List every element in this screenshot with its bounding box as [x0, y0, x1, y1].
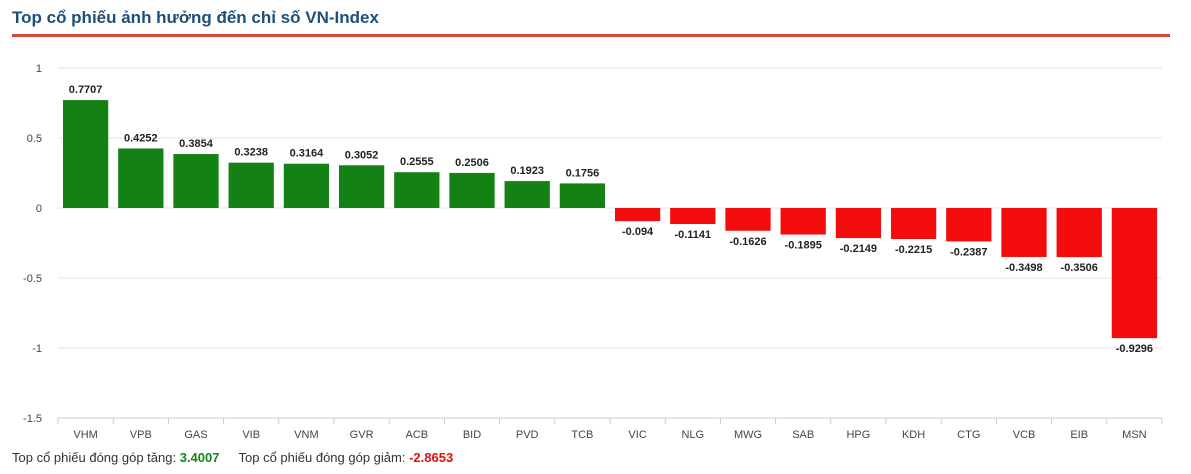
bar-vib	[228, 162, 274, 208]
data-label: -0.2149	[840, 243, 877, 255]
footer-up-label: Top cổ phiếu đóng góp tăng:	[12, 450, 177, 465]
footer-up-value: 3.4007	[179, 450, 220, 465]
x-tick-label: PVD	[516, 429, 539, 441]
bar-eib	[1056, 208, 1102, 258]
x-tick-label: VCB	[1013, 429, 1036, 441]
bar-acb	[394, 172, 440, 208]
bar-pvd	[504, 181, 550, 208]
data-label: -0.3506	[1061, 262, 1098, 274]
data-label: -0.094	[622, 226, 654, 238]
y-tick-label: -1	[32, 343, 42, 355]
chart-title: Top cổ phiếu ảnh hưởng đến chỉ số VN-Ind…	[12, 8, 379, 27]
data-label: 0.1923	[510, 165, 544, 177]
data-label: 0.1756	[566, 167, 600, 179]
bar-vcb	[1001, 208, 1047, 257]
x-tick-label: BID	[463, 429, 481, 441]
bar-chart: 1 0.5 0 -0.5 -1 -1.5 0.7707 VHM 0.4252 VPB 0.3854 G…	[23, 63, 1163, 441]
data-label: 0.3238	[234, 147, 268, 159]
data-label: 0.4252	[124, 132, 158, 144]
x-tick-label: NLG	[681, 429, 704, 441]
x-tick-label: VNM	[294, 429, 318, 441]
y-tick-label: 0	[36, 203, 42, 215]
data-label: -0.2387	[950, 246, 987, 258]
data-label: 0.3052	[345, 149, 379, 161]
bar-gas	[173, 154, 219, 208]
bar-tcb	[559, 183, 606, 208]
data-label: -0.3498	[1005, 262, 1042, 274]
x-tick-label: KDH	[902, 429, 925, 441]
data-label: 0.7707	[69, 84, 103, 96]
x-tick-label: SAB	[792, 429, 814, 441]
x-tick-label: GAS	[184, 429, 207, 441]
bar-sab	[780, 208, 826, 235]
bar-mwg	[725, 208, 771, 231]
data-label: 0.2506	[455, 157, 489, 169]
bar-bid	[449, 172, 495, 208]
y-tick-label: -1.5	[23, 413, 42, 425]
bar-vhm	[62, 100, 109, 208]
bar-kdh	[890, 208, 937, 240]
data-label: -0.2215	[895, 244, 932, 256]
x-tick-label: VHM	[73, 429, 97, 441]
bar-gvr	[338, 165, 385, 208]
footer-down-value: -2.8653	[409, 450, 454, 465]
bar-vic	[614, 208, 661, 222]
x-tick-label: TCB	[571, 429, 593, 441]
y-tick-label: 0.5	[27, 133, 42, 145]
data-label: 0.2555	[400, 156, 434, 168]
x-tick-label: HPG	[846, 429, 870, 441]
x-tick-label: VPB	[130, 429, 152, 441]
data-label: -0.1895	[785, 240, 822, 252]
x-tick-label: VIB	[242, 429, 260, 441]
x-tick-label: EIB	[1070, 429, 1088, 441]
bar-nlg	[670, 208, 716, 224]
y-tick-label: -0.5	[23, 273, 42, 285]
footer-down-label: Top cổ phiếu đóng góp giảm:	[238, 450, 406, 465]
x-tick-label: VIC	[628, 429, 646, 441]
title-underline	[12, 34, 1170, 37]
x-tick-label: MWG	[734, 429, 762, 441]
x-tick-label: GVR	[350, 429, 374, 441]
data-label: -0.9296	[1116, 343, 1153, 355]
y-tick-label: 1	[36, 63, 42, 75]
bar-vpb	[118, 148, 164, 208]
data-label: 0.3854	[179, 138, 214, 150]
data-label: -0.1626	[729, 236, 766, 248]
footer-summary: Top cổ phiếu đóng góp tăng: 3.4007 Top c…	[12, 450, 453, 465]
bar-hpg	[835, 208, 882, 239]
chart-area: 1 0.5 0 -0.5 -1 -1.5 0.7707 VHM 0.4252 VPB 0.3854 G…	[0, 40, 1191, 450]
x-tick-label: CTG	[957, 429, 980, 441]
bar-msn	[1111, 208, 1158, 339]
bar-vnm	[283, 163, 330, 208]
data-label: -0.1141	[674, 229, 711, 241]
x-tick-label: MSN	[1122, 429, 1147, 441]
x-tick-label: ACB	[405, 429, 428, 441]
bar-ctg	[946, 208, 992, 242]
data-label: 0.3164	[290, 148, 325, 160]
